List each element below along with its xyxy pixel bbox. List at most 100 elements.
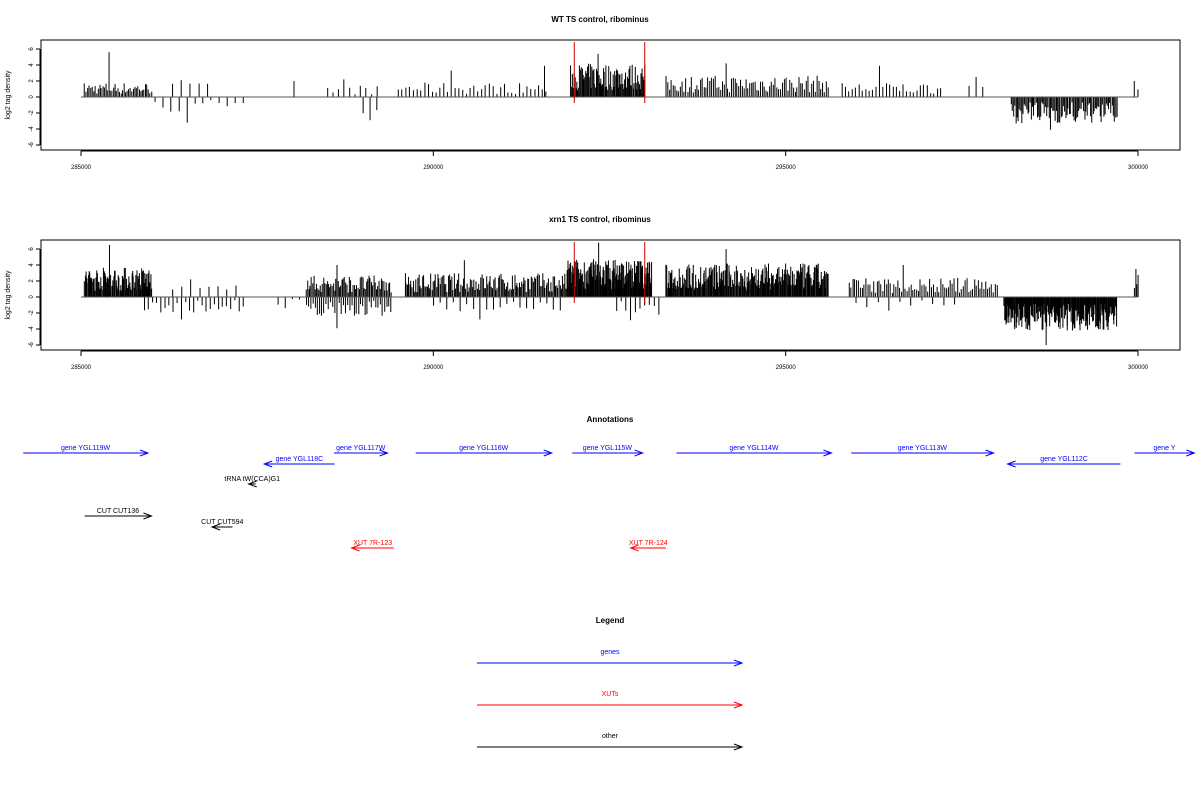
y-axis-label: log2 tag density	[5, 270, 12, 320]
y-tick-label: 4	[29, 63, 35, 67]
feature-label: tRNA tW(CCA)G1	[224, 476, 280, 483]
arrow-head	[262, 460, 273, 468]
feature-arrow	[1006, 460, 1121, 468]
arrow-head	[1186, 449, 1196, 457]
feature-label: gene YGL116W	[459, 445, 509, 452]
feature-cut-cut136: CUT CUT136	[84, 508, 153, 520]
legend-label: XUTs	[602, 691, 619, 698]
arrow-head	[634, 449, 645, 457]
y-tick-label: 6	[29, 247, 35, 251]
feature-label: gene YGL113W	[898, 445, 948, 452]
legend-arrow	[477, 701, 744, 709]
feature-arrow	[1134, 449, 1196, 457]
arrow-head	[247, 480, 257, 488]
arrow-head	[629, 544, 639, 552]
x-tick-label: 285000	[71, 365, 92, 371]
x-tick-label: 300000	[1128, 165, 1149, 171]
legend-item-other: other	[477, 733, 744, 751]
feature-xut-7r-124: XUT 7R-124	[629, 540, 668, 552]
feature-gene-ygl116w: gene YGL116W	[415, 445, 554, 457]
feature-arrow	[415, 449, 554, 457]
panel-title: xrn1 TS control, ribominus	[549, 215, 651, 224]
y-tick-label: 4	[29, 263, 35, 267]
legend-item-xuts: XUTs	[477, 691, 744, 709]
feature-label: gene YGL118C	[276, 456, 324, 463]
arrow-head	[210, 523, 221, 531]
legend-label: other	[602, 733, 619, 740]
arrow-head	[823, 449, 833, 457]
feature-arrow	[851, 449, 995, 457]
legend-label: genes	[600, 649, 620, 656]
feature-label: gene YGL117W	[336, 445, 386, 452]
feature-label: XUT 7R-124	[629, 540, 668, 547]
feature-arrow	[572, 449, 645, 457]
x-tick-label: 295000	[776, 165, 797, 171]
feature-gene-y: gene Y	[1134, 445, 1196, 457]
feature-gene-ygl117w: gene YGL117W	[333, 445, 389, 457]
feature-arrow	[333, 449, 389, 457]
plot-frame	[40, 39, 1181, 151]
x-tick-label: 300000	[1128, 365, 1149, 371]
feature-cut-cut594: CUT CUT594	[201, 519, 244, 531]
feature-arrow	[84, 512, 153, 520]
arrow-head	[139, 449, 150, 457]
feature-arrow	[629, 544, 666, 552]
feature-gene-ygl119w: gene YGL119W	[23, 445, 150, 457]
arrow-head	[1006, 460, 1016, 468]
feature-arrow	[350, 544, 394, 552]
y-tick-label: 0	[29, 295, 35, 299]
y-tick-label: -6	[29, 342, 35, 348]
x-tick-label: 285000	[71, 165, 92, 171]
feature-label: XUT 7R-123	[353, 540, 392, 547]
feature-label: CUT CUT136	[97, 508, 139, 515]
feature-arrow	[676, 449, 833, 457]
y-tick-label: -4	[29, 326, 35, 332]
y-tick-label: 6	[29, 47, 35, 51]
panel-title: WT TS control, ribominus	[551, 15, 649, 24]
bars-group	[83, 52, 1139, 130]
feature-trna-tw-cca-g1: tRNA tW(CCA)G1	[224, 476, 280, 488]
x-tick-label: 290000	[423, 165, 444, 171]
feature-gene-ygl118c: gene YGL118C	[262, 456, 335, 468]
legend-arrow	[477, 743, 744, 751]
feature-arrow	[23, 449, 150, 457]
x-tick-label: 295000	[776, 365, 797, 371]
arrow-head	[733, 743, 744, 751]
y-tick-label: -6	[29, 142, 35, 148]
y-tick-label: 2	[29, 279, 35, 283]
arrow-head	[543, 449, 554, 457]
y-tick-label: 0	[29, 95, 35, 99]
x-tick-label: 290000	[423, 365, 444, 371]
arrow-head	[143, 512, 153, 520]
arrow-head	[350, 544, 360, 552]
legend-item-genes: genes	[477, 649, 744, 667]
plot-frame	[40, 239, 1181, 351]
annotations-title: Annotations	[587, 415, 634, 424]
feature-arrow	[262, 460, 335, 468]
legend-arrow	[477, 659, 744, 667]
feature-gene-ygl112c: gene YGL112C	[1006, 456, 1121, 468]
y-tick-label: 2	[29, 79, 35, 83]
feature-gene-ygl114w: gene YGL114W	[676, 445, 833, 457]
legend-title: Legend	[596, 616, 625, 625]
feature-gene-ygl115w: gene YGL115W	[572, 445, 645, 457]
feature-gene-ygl113w: gene YGL113W	[851, 445, 995, 457]
bars-group	[83, 242, 1139, 345]
feature-arrow	[210, 523, 233, 531]
feature-label: gene YGL114W	[729, 445, 779, 452]
arrow-head	[733, 701, 744, 709]
feature-label: gene YGL112C	[1040, 456, 1088, 463]
feature-label: gene YGL119W	[61, 445, 111, 452]
y-tick-label: -2	[29, 310, 35, 316]
arrow-head	[985, 449, 995, 457]
feature-label: gene YGL115W	[583, 445, 633, 452]
y-tick-label: -2	[29, 110, 35, 116]
y-tick-label: -4	[29, 126, 35, 132]
feature-label: CUT CUT594	[201, 519, 243, 526]
feature-label: gene Y	[1153, 445, 1175, 452]
feature-xut-7r-123: XUT 7R-123	[350, 540, 394, 552]
track-panel-1: WT TS control, ribominus -6 -4 -2 0 2 4 6 log2 t…	[5, 15, 1181, 171]
track-panel-2: xrn1 TS control, ribominus -6 -4 -2 0 2 4 6 log2…	[5, 215, 1181, 371]
y-axis-label: log2 tag density	[5, 70, 12, 120]
